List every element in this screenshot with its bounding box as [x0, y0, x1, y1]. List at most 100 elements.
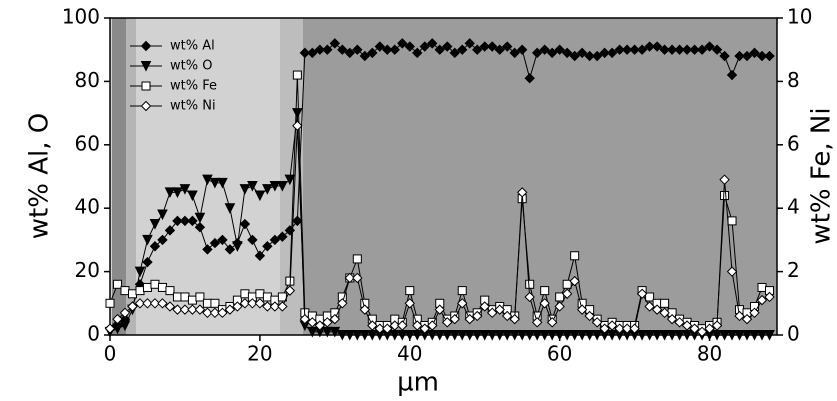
marker — [494, 44, 505, 55]
marker — [172, 187, 183, 198]
marker — [621, 323, 633, 334]
marker — [479, 41, 490, 52]
marker — [314, 44, 326, 55]
marker — [157, 234, 168, 246]
marker — [277, 231, 288, 242]
marker — [561, 47, 573, 59]
marker — [472, 310, 483, 322]
marker — [202, 298, 212, 308]
marker — [239, 184, 251, 195]
marker — [194, 212, 206, 224]
marker — [164, 187, 176, 198]
marker — [209, 177, 221, 189]
marker — [644, 41, 655, 52]
marker — [651, 41, 663, 52]
marker — [629, 44, 640, 55]
marker — [292, 120, 303, 131]
marker — [269, 181, 281, 192]
marker — [427, 320, 438, 331]
marker — [539, 330, 550, 341]
marker — [457, 286, 467, 296]
marker — [442, 41, 453, 52]
marker — [134, 298, 146, 309]
marker — [202, 307, 213, 319]
marker — [674, 317, 685, 328]
marker — [524, 291, 535, 303]
marker — [546, 47, 558, 59]
marker — [554, 44, 565, 55]
marker — [337, 44, 348, 55]
marker — [734, 330, 745, 341]
marker — [352, 272, 363, 284]
marker — [412, 47, 423, 59]
marker — [471, 330, 483, 341]
marker — [224, 304, 236, 315]
marker — [531, 47, 543, 59]
marker — [247, 298, 258, 309]
marker — [636, 44, 648, 55]
marker — [539, 298, 550, 309]
marker — [501, 41, 513, 52]
marker — [140, 40, 152, 52]
marker — [337, 330, 348, 341]
marker — [419, 41, 430, 52]
marker — [284, 174, 296, 186]
marker — [127, 301, 138, 312]
marker — [749, 47, 760, 59]
marker — [464, 313, 475, 325]
marker — [404, 330, 416, 341]
marker — [757, 282, 767, 292]
marker — [726, 330, 738, 341]
marker — [224, 244, 236, 255]
marker — [405, 286, 415, 296]
marker — [172, 304, 183, 315]
y-tick-label: 0 — [87, 322, 100, 346]
marker — [194, 222, 206, 233]
legend-label: wt% Ni — [170, 99, 216, 114]
marker — [112, 279, 122, 289]
marker — [322, 317, 333, 328]
marker — [397, 38, 408, 49]
marker — [344, 272, 356, 284]
marker — [621, 44, 633, 55]
marker — [329, 326, 341, 338]
marker — [352, 44, 363, 55]
marker — [442, 317, 453, 328]
marker — [142, 298, 153, 309]
marker — [561, 330, 573, 341]
marker — [562, 279, 572, 289]
marker — [764, 330, 775, 341]
marker — [764, 50, 775, 62]
marker — [187, 190, 198, 202]
marker — [614, 323, 625, 334]
marker — [150, 279, 160, 289]
marker — [457, 298, 468, 309]
marker — [660, 298, 670, 308]
marker — [217, 177, 228, 189]
marker — [412, 320, 423, 331]
marker — [127, 289, 137, 299]
marker — [352, 330, 363, 341]
marker — [359, 330, 371, 341]
marker — [254, 298, 266, 309]
marker — [284, 285, 296, 296]
marker — [689, 323, 700, 334]
marker — [509, 47, 520, 59]
marker — [382, 323, 393, 334]
marker — [576, 304, 588, 315]
marker — [427, 38, 438, 49]
marker — [719, 330, 730, 341]
marker — [134, 266, 146, 278]
marker — [599, 47, 610, 59]
marker — [487, 41, 498, 52]
marker — [509, 330, 521, 341]
marker — [232, 301, 243, 312]
marker — [516, 44, 528, 55]
marker — [165, 286, 175, 296]
marker — [179, 184, 191, 195]
marker — [209, 237, 221, 249]
marker — [292, 70, 302, 80]
marker — [576, 330, 588, 341]
marker — [112, 313, 123, 325]
marker — [247, 234, 258, 246]
